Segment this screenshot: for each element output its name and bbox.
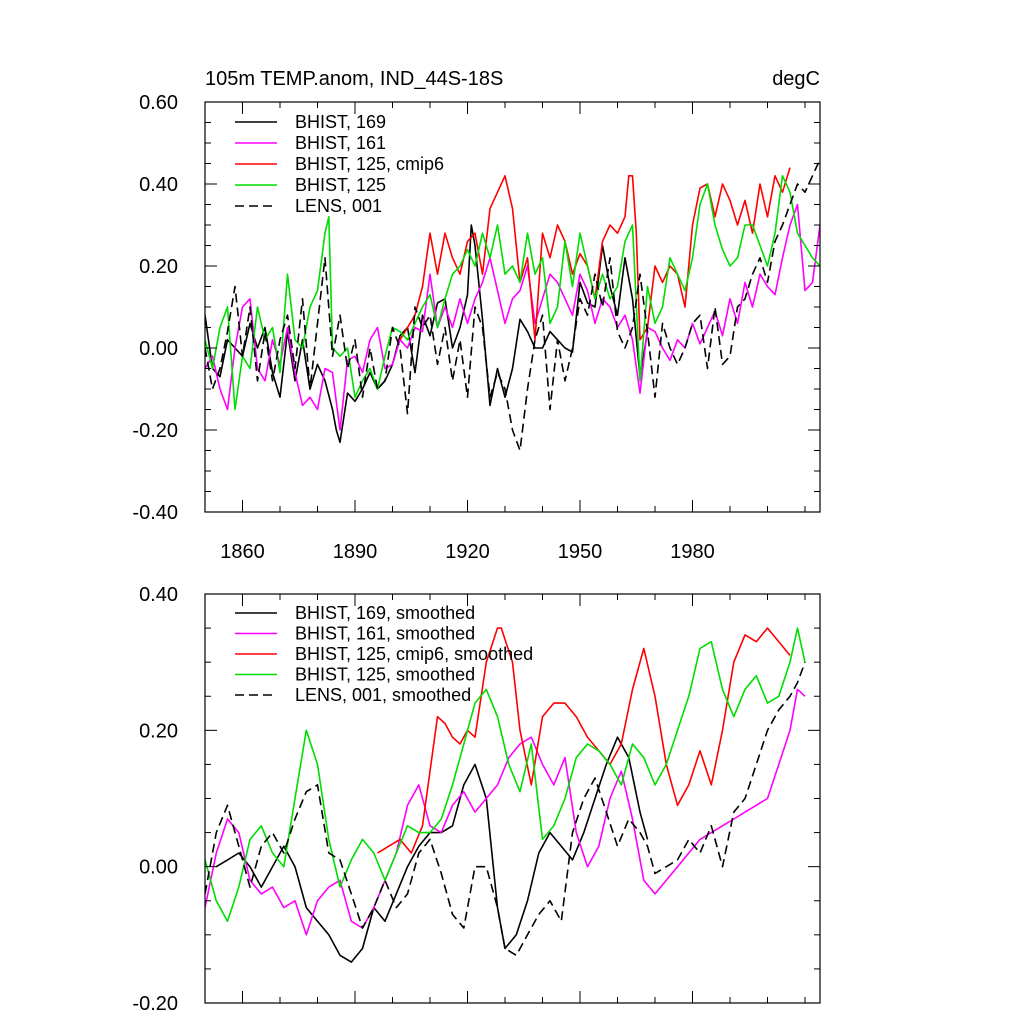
units-label: degC xyxy=(772,68,820,90)
y-tick-label: 0.00 xyxy=(139,338,178,360)
series-line-3 xyxy=(205,175,820,411)
x-tick-label: 1950 xyxy=(558,541,603,563)
y-tick-label: -0.20 xyxy=(132,993,178,1015)
series-line-4 xyxy=(205,661,806,957)
legend-label: BHIST, 125, smoothed xyxy=(295,665,475,685)
legend-label: BHIST, 125 xyxy=(295,175,386,195)
series-line-2 xyxy=(399,167,791,341)
legend-label: LENS, 001, smoothed xyxy=(295,685,471,705)
y-tick-label: 0.40 xyxy=(139,174,178,196)
series-line-1 xyxy=(205,688,806,936)
legend-label: BHIST, 169 xyxy=(295,112,386,132)
y-tick-label: 0.00 xyxy=(139,857,178,879)
legend-label: BHIST, 125, cmip6, smoothed xyxy=(295,644,533,664)
y-tick-label: 0.20 xyxy=(139,256,178,278)
series-group xyxy=(205,627,806,963)
legend-label: BHIST, 169, smoothed xyxy=(295,603,475,623)
series-line-0 xyxy=(215,736,649,963)
legend-label: LENS, 001 xyxy=(295,196,382,216)
bottom-plot-area: -0.20 0.00 0.20 0.40 xyxy=(132,584,821,1015)
series-group xyxy=(205,159,820,452)
x-tick-label: 1890 xyxy=(333,541,378,563)
bottom-chart-panel: -0.200.000.200.40 BHIST, 169, smoothedBH… xyxy=(132,584,821,1015)
chart-title: 105m TEMP.anom, IND_44S-18S xyxy=(205,68,503,90)
y-tick-label: 0.20 xyxy=(139,720,178,742)
top-plot-area: -0.40 -0.20 0.00 0.20 0.40 0.60 1860 1890 1920 19… xyxy=(132,92,821,563)
x-tick-label: 1980 xyxy=(670,541,715,563)
y-tick-label: -0.40 xyxy=(132,502,178,524)
series-line-4 xyxy=(205,159,820,452)
legend-label: BHIST, 161 xyxy=(295,133,386,153)
top-chart-panel: 105m TEMP.anom, IND_44S-18S degC -0.40-0… xyxy=(132,68,821,563)
x-tick-label: 1860 xyxy=(220,541,265,563)
legend-label: BHIST, 161, smoothed xyxy=(295,624,475,644)
series-line-2 xyxy=(377,627,791,854)
series-line-3 xyxy=(205,627,806,923)
y-tick-label: -0.20 xyxy=(132,420,178,442)
x-tick-label: 1920 xyxy=(445,541,490,563)
legend-label: BHIST, 125, cmip6 xyxy=(295,154,444,174)
y-tick-label: 0.60 xyxy=(139,92,178,114)
series-line-1 xyxy=(205,203,820,431)
y-tick-label: 0.40 xyxy=(139,584,178,606)
